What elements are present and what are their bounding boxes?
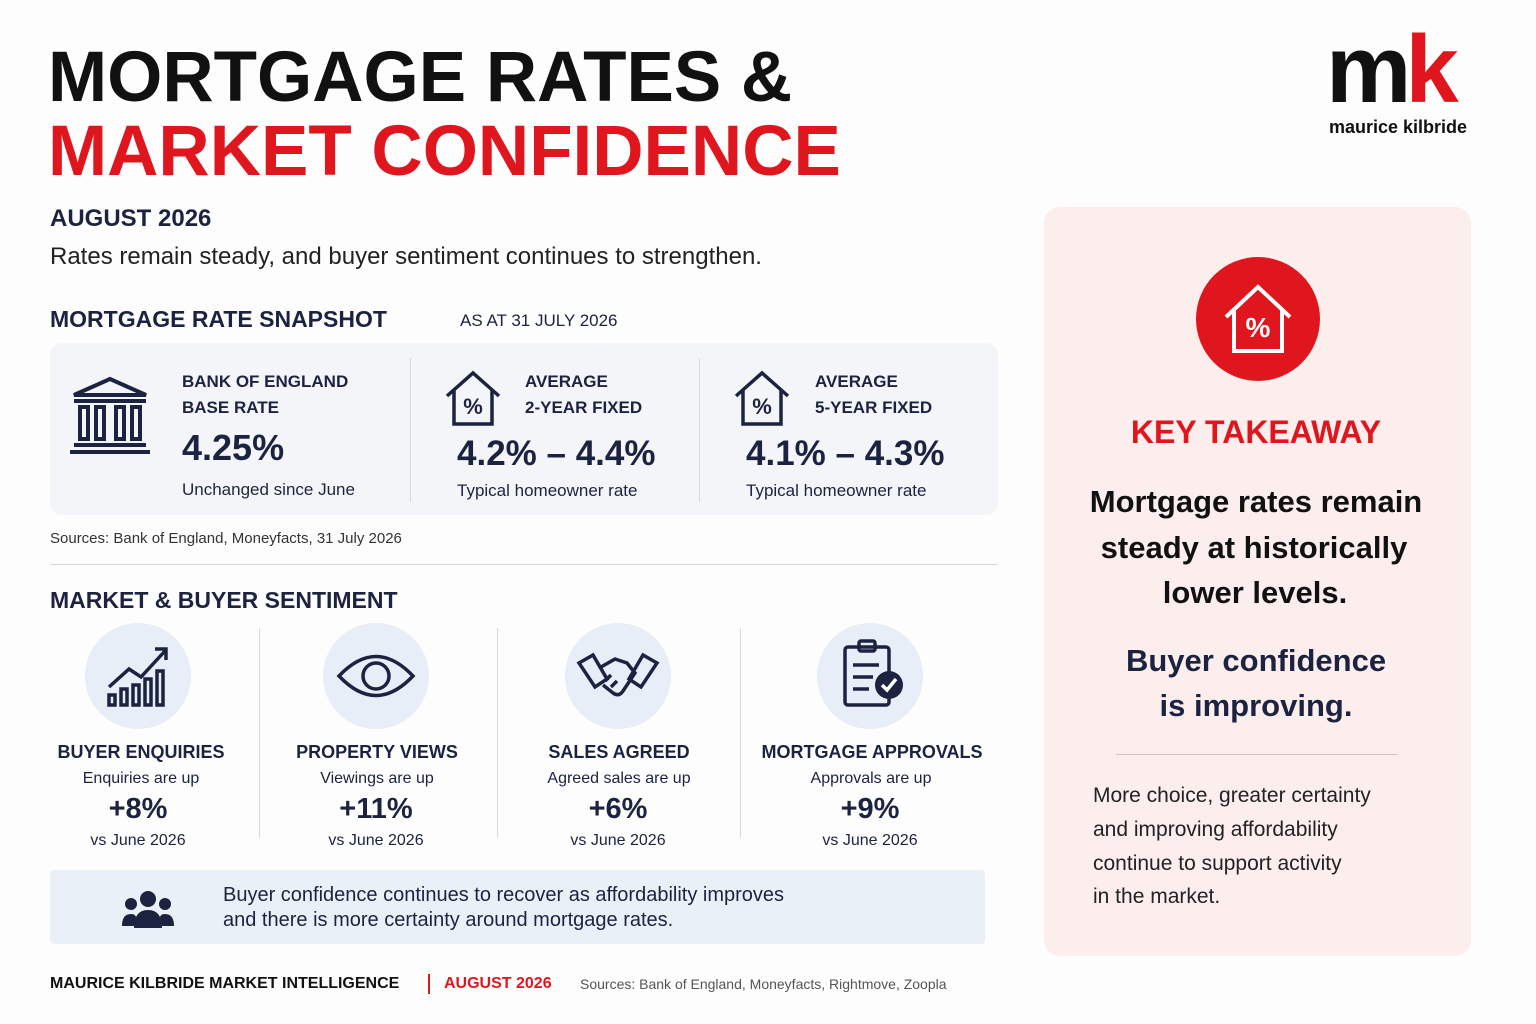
banner-text: Buyer confidence continues to recover as… [223,884,785,906]
divider [259,628,260,838]
metric-change: +9% [840,793,900,825]
separator [1116,754,1398,755]
people-icon [122,891,174,928]
eye-icon [323,623,429,729]
takeaway-confidence: Buyer confidence [1125,643,1387,678]
card-label: 2-YEAR FIXED [525,398,643,417]
metric-title: MORTGAGE APPROVALS [761,742,983,762]
metric-title: PROPERTY VIEWS [296,742,458,762]
banner-text: and there is more certainty around mortg… [223,909,674,931]
takeaway-statement: steady at historically [1100,530,1408,565]
as-at: AS AT 31 JULY 2026 [460,311,618,330]
card-label: BANK OF ENGLAND [182,372,349,391]
metric-desc: Enquiries are up [82,770,200,787]
title-line: MORTGAGE RATES & [48,38,793,117]
metric-compare: vs June 2026 [328,832,424,849]
metric-title: SALES AGREED [548,742,690,762]
divider [410,358,411,502]
metric-compare: vs June 2026 [822,832,918,849]
clipboard-icon [817,623,923,729]
card-note: Unchanged since June [182,480,355,499]
metric-change: +11% [339,793,413,825]
card-note: Typical homeowner rate [457,481,638,500]
metric-compare: vs June 2026 [90,832,186,849]
card-label: AVERAGE [525,372,608,391]
banner [50,870,985,944]
footer-date: AUGUST 2026 [444,975,552,992]
sources: Sources: Bank of England, Moneyfacts, 31… [50,530,402,547]
logo-letter: k [1405,16,1458,123]
svg-text:%: % [463,394,483,419]
svg-text:%: % [752,394,772,419]
card-value: 4.1% – 4.3% [746,434,945,473]
card-value: 4.2% – 4.4% [457,434,656,473]
takeaway-statement: lower levels. [1162,575,1348,610]
divider [740,628,741,838]
divider [497,628,498,838]
metric-desc: Agreed sales are up [547,770,691,787]
card-note: Typical homeowner rate [746,481,927,500]
logo-letter: m [1326,16,1411,123]
bank-icon [70,376,150,454]
chart-icon [85,623,191,729]
divider [699,358,700,502]
card-label: BASE RATE [182,398,279,417]
takeaway-statement: Mortgage rates remain [1089,484,1423,519]
metric-title: BUYER ENQUIRIES [57,742,225,762]
separator [50,564,998,565]
metric-compare: vs June 2026 [570,832,666,849]
metric-desc: Approvals are up [810,770,932,787]
metric-desc: Viewings are up [320,770,434,787]
metric-change: +6% [588,793,648,825]
takeaway-heading: KEY TAKEAWAY [1130,414,1382,450]
footer-brand: MAURICE KILBRIDE MARKET INTELLIGENCE [50,975,400,992]
footer-sources: Sources: Bank of England, Moneyfacts, Ri… [580,976,947,992]
card-value: 4.25% [182,427,285,468]
house-percent-icon: % [445,370,501,426]
metric-change: +8% [108,793,168,825]
house-percent-icon: % [734,370,790,426]
takeaway-body: in the market. [1093,885,1221,908]
snapshot-panel [50,343,998,515]
takeaway-icon: % [1196,257,1320,381]
card-label: 5-YEAR FIXED [815,398,933,417]
logo-mark: mk [1326,22,1459,118]
takeaway-body: continue to support activity [1093,852,1342,875]
takeaway-body: and improving affordability [1093,818,1338,841]
svg-text:%: % [1246,312,1271,343]
subtitle: Rates remain steady, and buyer sentiment… [50,243,762,270]
footer-divider [428,974,430,994]
date: AUGUST 2026 [50,205,212,232]
takeaway-confidence: is improving. [1159,688,1353,723]
takeaway-body: More choice, greater certainty [1093,784,1371,807]
card-label: AVERAGE [815,372,898,391]
section-heading: MARKET & BUYER SENTIMENT [50,587,398,613]
handshake-icon [565,623,671,729]
title-line: MARKET CONFIDENCE [48,112,841,191]
section-heading: MORTGAGE RATE SNAPSHOT [50,306,387,332]
logo-name: maurice kilbride [1329,117,1468,137]
